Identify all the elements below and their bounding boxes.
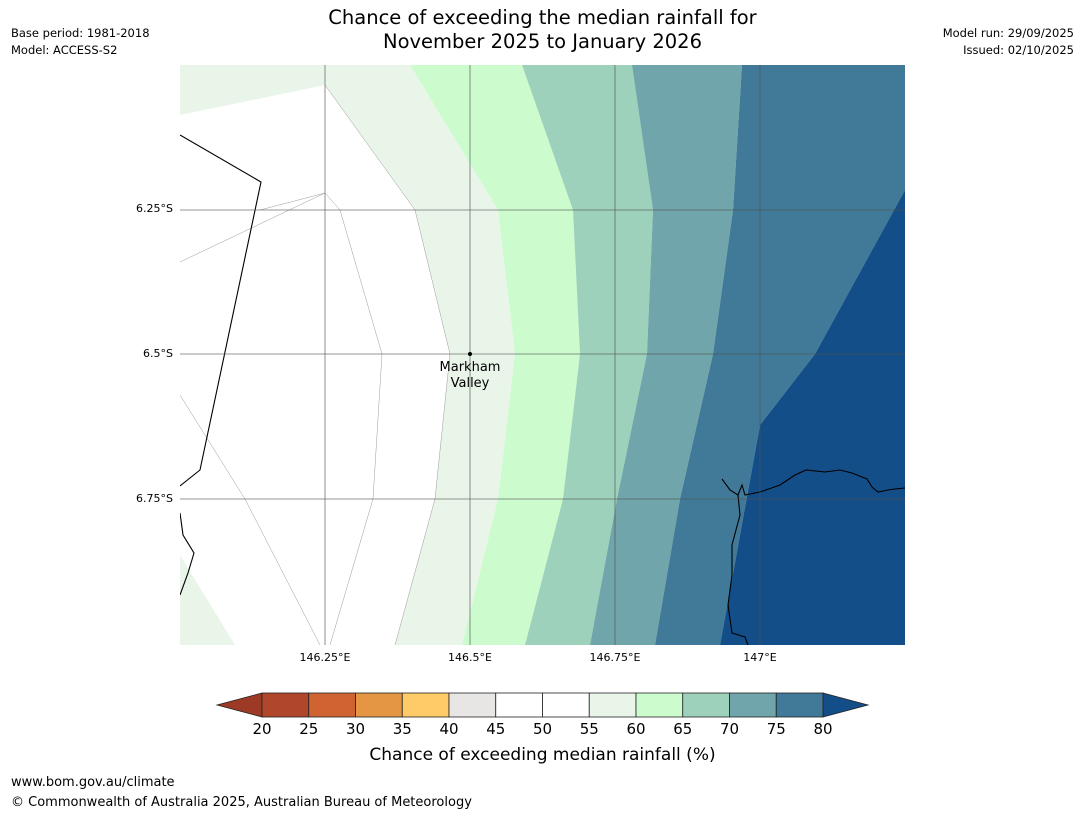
colorbar-tick-label: 70	[719, 720, 740, 738]
lat-label-6-75: 6.75°S	[136, 492, 173, 505]
footer-url[interactable]: www.bom.gov.au/climate	[11, 775, 175, 790]
place-name-line-2: Valley	[450, 376, 490, 391]
colorbar-tick-label: 55	[579, 720, 599, 738]
colorbar-cell	[775, 692, 824, 718]
colorbar-tick-label: 60	[626, 720, 646, 738]
coastline	[180, 134, 905, 645]
header-right: Model run: 29/09/2025 Issued: 02/10/2025	[943, 25, 1074, 59]
markham-valley-marker[interactable]	[468, 352, 472, 356]
colorbar-cell	[448, 692, 497, 718]
band-55-60-bottomleft	[180, 555, 235, 645]
colorbar-cell	[588, 692, 637, 718]
colorbar	[215, 692, 870, 720]
colorbar-tick-label: 30	[345, 720, 366, 738]
lon-label-146-75: 146.75°E	[589, 651, 641, 664]
colorbar-cell	[542, 692, 590, 718]
map-canvas	[180, 65, 905, 645]
colorbar-cell	[682, 692, 730, 718]
colorbar-svg	[215, 692, 870, 718]
colorbar-tick-label: 80	[813, 720, 833, 738]
colorbar-tick-label: 25	[299, 720, 319, 738]
model-name: Model: ACCESS-S2	[11, 43, 118, 57]
colorbar-label: Chance of exceeding median rainfall (%)	[369, 745, 716, 765]
colorbar-under-arrow	[215, 692, 263, 718]
colorbar-cell	[729, 692, 777, 718]
colorbar-tick-label: 20	[252, 720, 272, 738]
footer-copyright: © Commonwealth of Australia 2025, Austra…	[11, 795, 472, 810]
colorbar-tick-label: 35	[392, 720, 412, 738]
colorbar-cell	[308, 692, 356, 718]
colorbar-tick-label: 75	[766, 720, 786, 738]
page-title: Chance of exceeding the median rainfall …	[0, 6, 1085, 54]
title-line-2: November 2025 to January 2026	[383, 30, 702, 53]
place-label: Markham Valley	[440, 360, 501, 392]
issued-date: Issued: 02/10/2025	[963, 43, 1074, 57]
lat-label-6-25: 6.25°S	[136, 202, 173, 215]
base-period: Base period: 1981-2018	[11, 26, 150, 40]
colorbar-tick-label: 65	[673, 720, 693, 738]
lon-label-147: 147°E	[743, 651, 777, 664]
place-name-line-1: Markham	[439, 360, 501, 375]
colorbar-cell	[261, 692, 310, 718]
graticule	[180, 65, 905, 645]
lat-label-6-5: 6.5°S	[143, 347, 173, 360]
colorbar-cell	[635, 692, 684, 718]
colorbar-cell	[355, 692, 403, 718]
title-line-1: Chance of exceeding the median rainfall …	[328, 6, 757, 29]
colorbar-over-arrow	[822, 692, 870, 718]
colorbar-tick-label: 40	[439, 720, 459, 738]
model-run: Model run: 29/09/2025	[942, 26, 1074, 40]
band-over-80	[720, 190, 905, 645]
colorbar-tick-label: 50	[532, 720, 553, 738]
colorbar-cell	[495, 692, 543, 718]
rainfall-map[interactable]	[180, 65, 905, 645]
lon-label-146-5: 146.5°E	[448, 651, 492, 664]
header-left: Base period: 1981-2018 Model: ACCESS-S2	[11, 25, 150, 59]
lon-label-146-25: 146.25°E	[299, 651, 351, 664]
colorbar-tick-label: 45	[486, 720, 506, 738]
band-55-60-topleft	[180, 65, 325, 115]
colorbar-cell	[401, 692, 450, 718]
